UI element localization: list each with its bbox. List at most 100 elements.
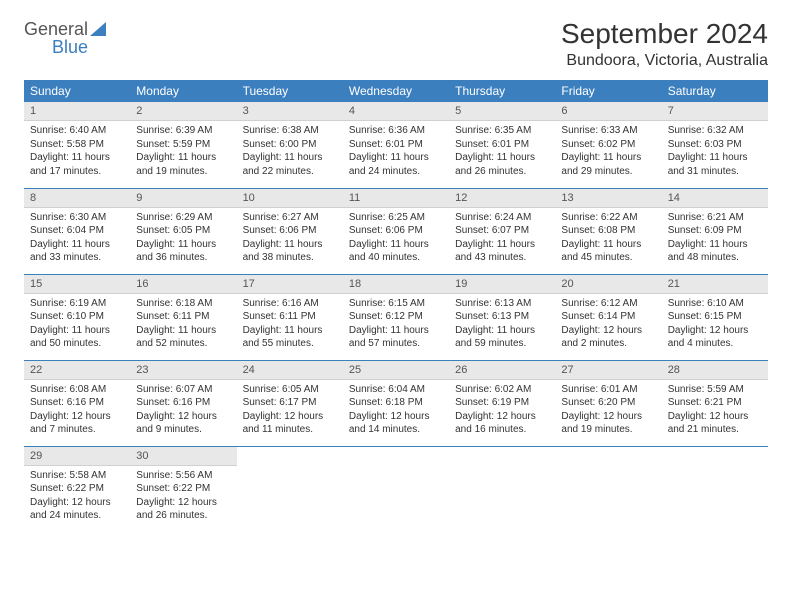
calendar-day-cell: 15Sunrise: 6:19 AMSunset: 6:10 PMDayligh… (24, 274, 130, 360)
day-line-ss: Sunset: 6:16 PM (30, 396, 124, 410)
day-number: 7 (662, 102, 768, 121)
calendar-day-cell: 5Sunrise: 6:35 AMSunset: 6:01 PMDaylight… (449, 102, 555, 188)
day-line-sr: Sunrise: 6:21 AM (668, 211, 762, 225)
day-line-ss: Sunset: 6:21 PM (668, 396, 762, 410)
day-line-ss: Sunset: 6:18 PM (349, 396, 443, 410)
day-body: Sunrise: 6:40 AMSunset: 5:58 PMDaylight:… (24, 121, 130, 181)
day-line-d1: Daylight: 12 hours (30, 496, 124, 510)
day-line-d1: Daylight: 11 hours (455, 238, 549, 252)
day-number: 25 (343, 361, 449, 380)
logo-text-top: General (24, 20, 88, 38)
day-body: Sunrise: 6:16 AMSunset: 6:11 PMDaylight:… (237, 294, 343, 354)
day-line-sr: Sunrise: 6:10 AM (668, 297, 762, 311)
day-line-d1: Daylight: 12 hours (136, 410, 230, 424)
day-line-ss: Sunset: 6:22 PM (136, 482, 230, 496)
sail-icon (90, 22, 106, 36)
day-line-ss: Sunset: 5:59 PM (136, 138, 230, 152)
day-line-d2: and 21 minutes. (668, 423, 762, 437)
day-body: Sunrise: 6:29 AMSunset: 6:05 PMDaylight:… (130, 208, 236, 268)
calendar-day-cell: 28 Sunrise: 5:59 AMSunset: 6:21 PMDayligh… (662, 360, 768, 446)
day-line-ss: Sunset: 6:06 PM (349, 224, 443, 238)
day-body: Sunrise: 5:56 AMSunset: 6:22 PMDaylight:… (130, 466, 236, 526)
day-line-d2: and 2 minutes. (561, 337, 655, 351)
calendar-day-cell: 20Sunrise: 6:12 AMSunset: 6:14 PMDayligh… (555, 274, 661, 360)
calendar-day-cell: 13Sunrise: 6:22 AMSunset: 6:08 PMDayligh… (555, 188, 661, 274)
day-line-ss: Sunset: 6:20 PM (561, 396, 655, 410)
day-line-ss: Sunset: 6:09 PM (668, 224, 762, 238)
weekday-header: Sunday (24, 80, 130, 102)
weekday-header: Monday (130, 80, 236, 102)
calendar-day-cell: 6Sunrise: 6:33 AMSunset: 6:02 PMDaylight… (555, 102, 661, 188)
day-line-d1: Daylight: 12 hours (136, 496, 230, 510)
day-line-ss: Sunset: 6:07 PM (455, 224, 549, 238)
calendar-day-cell (237, 446, 343, 532)
day-number: 15 (24, 275, 130, 294)
day-line-d1: Daylight: 12 hours (668, 410, 762, 424)
day-number: 16 (130, 275, 236, 294)
day-line-ss: Sunset: 6:01 PM (455, 138, 549, 152)
day-number: 14 (662, 189, 768, 208)
day-body: Sunrise: 6:30 AMSunset: 6:04 PMDaylight:… (24, 208, 130, 268)
day-line-sr: Sunrise: 6:12 AM (561, 297, 655, 311)
day-number: 13 (555, 189, 661, 208)
calendar-day-cell: 4Sunrise: 6:36 AMSunset: 6:01 PMDaylight… (343, 102, 449, 188)
day-number: 19 (449, 275, 555, 294)
calendar-day-cell: 1Sunrise: 6:40 AMSunset: 5:58 PMDaylight… (24, 102, 130, 188)
weekday-header: Thursday (449, 80, 555, 102)
day-line-d2: and 26 minutes. (136, 509, 230, 523)
day-line-d1: Daylight: 11 hours (30, 238, 124, 252)
day-number: 17 (237, 275, 343, 294)
day-line-ss: Sunset: 6:05 PM (136, 224, 230, 238)
day-line-d1: Daylight: 11 hours (455, 151, 549, 165)
day-line-ss: Sunset: 6:11 PM (136, 310, 230, 324)
day-line-d1: Daylight: 12 hours (455, 410, 549, 424)
day-number: 21 (662, 275, 768, 294)
day-line-sr: Sunrise: 5:59 AM (668, 383, 762, 397)
calendar-day-cell: 27Sunrise: 6:01 AMSunset: 6:20 PMDayligh… (555, 360, 661, 446)
calendar-day-cell: 22Sunrise: 6:08 AMSunset: 6:16 PMDayligh… (24, 360, 130, 446)
day-number: 28 (662, 361, 768, 380)
day-line-d2: and 33 minutes. (30, 251, 124, 265)
calendar-day-cell: 16Sunrise: 6:18 AMSunset: 6:11 PMDayligh… (130, 274, 236, 360)
day-line-d2: and 14 minutes. (349, 423, 443, 437)
day-line-ss: Sunset: 6:16 PM (136, 396, 230, 410)
day-line-sr: Sunrise: 6:40 AM (30, 124, 124, 138)
day-line-ss: Sunset: 6:10 PM (30, 310, 124, 324)
day-line-d2: and 22 minutes. (243, 165, 337, 179)
day-body: Sunrise: 6:07 AMSunset: 6:16 PMDaylight:… (130, 380, 236, 440)
day-line-ss: Sunset: 6:22 PM (30, 482, 124, 496)
day-line-ss: Sunset: 6:00 PM (243, 138, 337, 152)
day-number: 23 (130, 361, 236, 380)
day-line-d2: and 17 minutes. (30, 165, 124, 179)
weekday-header-row: SundayMondayTuesdayWednesdayThursdayFrid… (24, 80, 768, 102)
calendar-day-cell: 23Sunrise: 6:07 AMSunset: 6:16 PMDayligh… (130, 360, 236, 446)
day-line-sr: Sunrise: 6:32 AM (668, 124, 762, 138)
location: Bundoora, Victoria, Australia (561, 52, 768, 70)
day-line-d2: and 43 minutes. (455, 251, 549, 265)
day-line-sr: Sunrise: 6:36 AM (349, 124, 443, 138)
calendar-day-cell: 25Sunrise: 6:04 AMSunset: 6:18 PMDayligh… (343, 360, 449, 446)
day-line-d2: and 26 minutes. (455, 165, 549, 179)
calendar-day-cell: 24Sunrise: 6:05 AMSunset: 6:17 PMDayligh… (237, 360, 343, 446)
day-body: Sunrise: 6:22 AMSunset: 6:08 PMDaylight:… (555, 208, 661, 268)
day-line-d2: and 19 minutes. (561, 423, 655, 437)
day-body: Sunrise: 5:58 AMSunset: 6:22 PMDaylight:… (24, 466, 130, 526)
day-line-d1: Daylight: 11 hours (561, 238, 655, 252)
day-body: Sunrise: 6:15 AMSunset: 6:12 PMDaylight:… (343, 294, 449, 354)
logo-text-bottom: Blue (52, 38, 106, 56)
calendar-day-cell: 7Sunrise: 6:32 AMSunset: 6:03 PMDaylight… (662, 102, 768, 188)
day-body: Sunrise: 6:18 AMSunset: 6:11 PMDaylight:… (130, 294, 236, 354)
day-body: Sunrise: 6:10 AMSunset: 6:15 PMDaylight:… (662, 294, 768, 354)
day-line-sr: Sunrise: 6:15 AM (349, 297, 443, 311)
calendar-day-cell: 12Sunrise: 6:24 AMSunset: 6:07 PMDayligh… (449, 188, 555, 274)
day-line-d2: and 29 minutes. (561, 165, 655, 179)
day-body: Sunrise: 6:12 AMSunset: 6:14 PMDaylight:… (555, 294, 661, 354)
day-number: 8 (24, 189, 130, 208)
day-line-d1: Daylight: 11 hours (30, 324, 124, 338)
day-line-ss: Sunset: 6:03 PM (668, 138, 762, 152)
logo-top: General (24, 20, 106, 38)
calendar-day-cell: 18Sunrise: 6:15 AMSunset: 6:12 PMDayligh… (343, 274, 449, 360)
calendar-day-cell: 21Sunrise: 6:10 AMSunset: 6:15 PMDayligh… (662, 274, 768, 360)
day-line-d2: and 52 minutes. (136, 337, 230, 351)
day-line-sr: Sunrise: 6:01 AM (561, 383, 655, 397)
